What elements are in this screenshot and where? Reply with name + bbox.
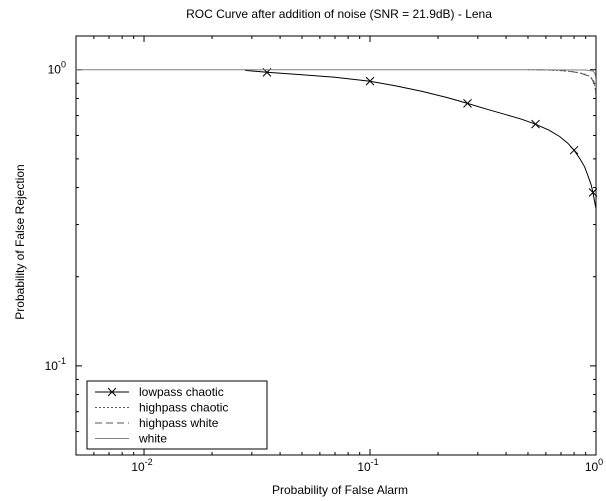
plot-frame (75, 35, 597, 456)
x-tick-label: 10-2 (131, 457, 152, 474)
series-marker-lowpass-chaotic (531, 119, 540, 129)
series-marker-lowpass-chaotic (365, 76, 375, 86)
series-line-lowpass-chaotic (245, 69, 596, 209)
series-marker-lowpass-chaotic (463, 98, 472, 108)
x-axis-label: Probability of False Alarm (272, 483, 408, 497)
legend-label: highpass white (139, 416, 219, 430)
x-tick-label: 10-1 (357, 457, 378, 474)
y-axis-label: Probability of False Rejection (13, 164, 27, 319)
chart-title: ROC Curve after addition of noise (SNR =… (186, 7, 492, 21)
series-marker-lowpass-chaotic (588, 188, 598, 197)
legend-label: white (138, 432, 167, 446)
series-line-white (76, 69, 596, 88)
series-line-highpass-chaotic (527, 69, 596, 94)
x-tick-label: 100 (585, 457, 603, 474)
y-tick-label: 10-1 (45, 356, 66, 373)
legend-marker (107, 387, 117, 397)
legend-label: lowpass chaotic (139, 385, 224, 399)
series-line-highpass-white (537, 69, 596, 99)
series-marker-lowpass-chaotic (569, 145, 579, 155)
legend-label: highpass chaotic (139, 401, 228, 415)
y-tick-label: 100 (48, 60, 66, 77)
